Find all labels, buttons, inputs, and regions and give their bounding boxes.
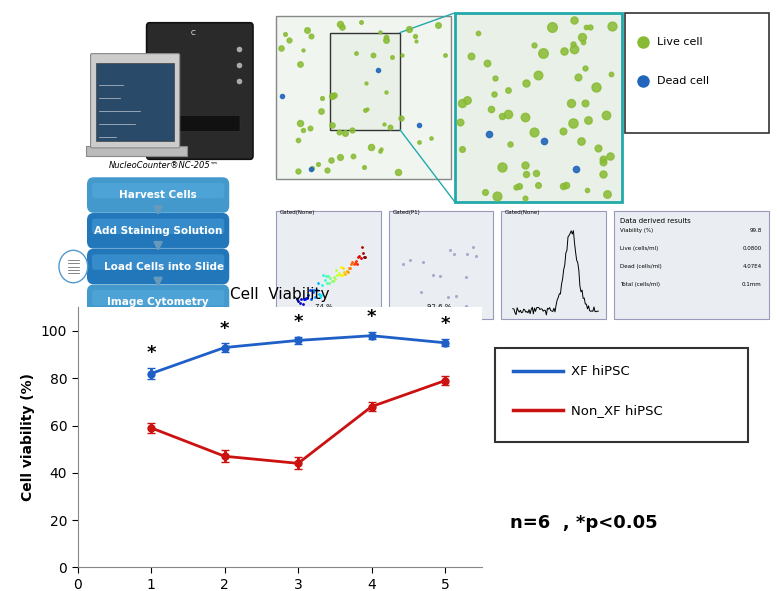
FancyBboxPatch shape [276, 17, 451, 179]
Text: Viability (%): Viability (%) [620, 228, 653, 233]
FancyBboxPatch shape [388, 212, 493, 319]
Circle shape [59, 251, 88, 283]
FancyBboxPatch shape [88, 178, 228, 212]
Text: Image Cytometry: Image Cytometry [107, 297, 209, 307]
Text: C: C [190, 30, 195, 35]
Text: Total (cells/ml): Total (cells/ml) [620, 282, 660, 287]
FancyBboxPatch shape [91, 54, 179, 148]
FancyBboxPatch shape [495, 348, 748, 441]
Text: Load Cells into Slide: Load Cells into Slide [104, 262, 224, 271]
Text: Live cell: Live cell [657, 37, 702, 47]
FancyBboxPatch shape [501, 212, 606, 319]
Text: 0.1mm: 0.1mm [742, 282, 761, 287]
Text: Dead cell: Dead cell [657, 76, 709, 86]
Text: *: * [441, 316, 450, 333]
FancyBboxPatch shape [96, 63, 174, 141]
Text: Live (cells/ml): Live (cells/ml) [620, 246, 658, 251]
Text: 92.6 %: 92.6 % [427, 304, 452, 310]
Text: Gated(P1): Gated(P1) [392, 210, 420, 215]
FancyBboxPatch shape [455, 13, 622, 202]
Text: Non_XF hiPSC: Non_XF hiPSC [571, 404, 663, 417]
Title: Cell  Viability: Cell Viability [230, 287, 329, 302]
FancyBboxPatch shape [88, 214, 228, 248]
FancyBboxPatch shape [92, 254, 225, 269]
FancyBboxPatch shape [92, 183, 225, 199]
FancyBboxPatch shape [92, 290, 225, 306]
Text: *: * [146, 344, 156, 362]
Text: *: * [367, 309, 376, 326]
Text: 4.07E4: 4.07E4 [742, 264, 761, 269]
FancyBboxPatch shape [614, 212, 769, 319]
FancyBboxPatch shape [276, 212, 381, 319]
FancyBboxPatch shape [92, 219, 225, 234]
Text: Add Staining Solution: Add Staining Solution [94, 226, 222, 236]
Text: Gated(None): Gated(None) [280, 210, 315, 215]
Text: Dead (cells/ml): Dead (cells/ml) [620, 264, 661, 269]
Text: Harvest Cells: Harvest Cells [119, 190, 197, 200]
Text: XF hiPSC: XF hiPSC [571, 365, 630, 378]
Y-axis label: Cell viability (%): Cell viability (%) [21, 374, 35, 501]
Text: 0.0800: 0.0800 [742, 246, 761, 251]
FancyBboxPatch shape [88, 249, 228, 284]
Text: *: * [294, 313, 303, 331]
Text: 99.8: 99.8 [749, 228, 761, 233]
Text: 74 %: 74 % [315, 304, 333, 310]
FancyBboxPatch shape [157, 115, 240, 132]
FancyBboxPatch shape [625, 13, 769, 133]
Text: NucleoCounter®NC-205™: NucleoCounter®NC-205™ [109, 161, 219, 170]
Text: Data derived results: Data derived results [620, 218, 691, 224]
Polygon shape [86, 147, 187, 156]
FancyBboxPatch shape [88, 285, 228, 319]
Text: n=6  , *p<0.05: n=6 , *p<0.05 [510, 514, 657, 532]
FancyBboxPatch shape [330, 33, 400, 130]
Text: Gated(None): Gated(None) [505, 210, 541, 215]
FancyBboxPatch shape [147, 23, 253, 159]
Text: *: * [220, 320, 229, 338]
